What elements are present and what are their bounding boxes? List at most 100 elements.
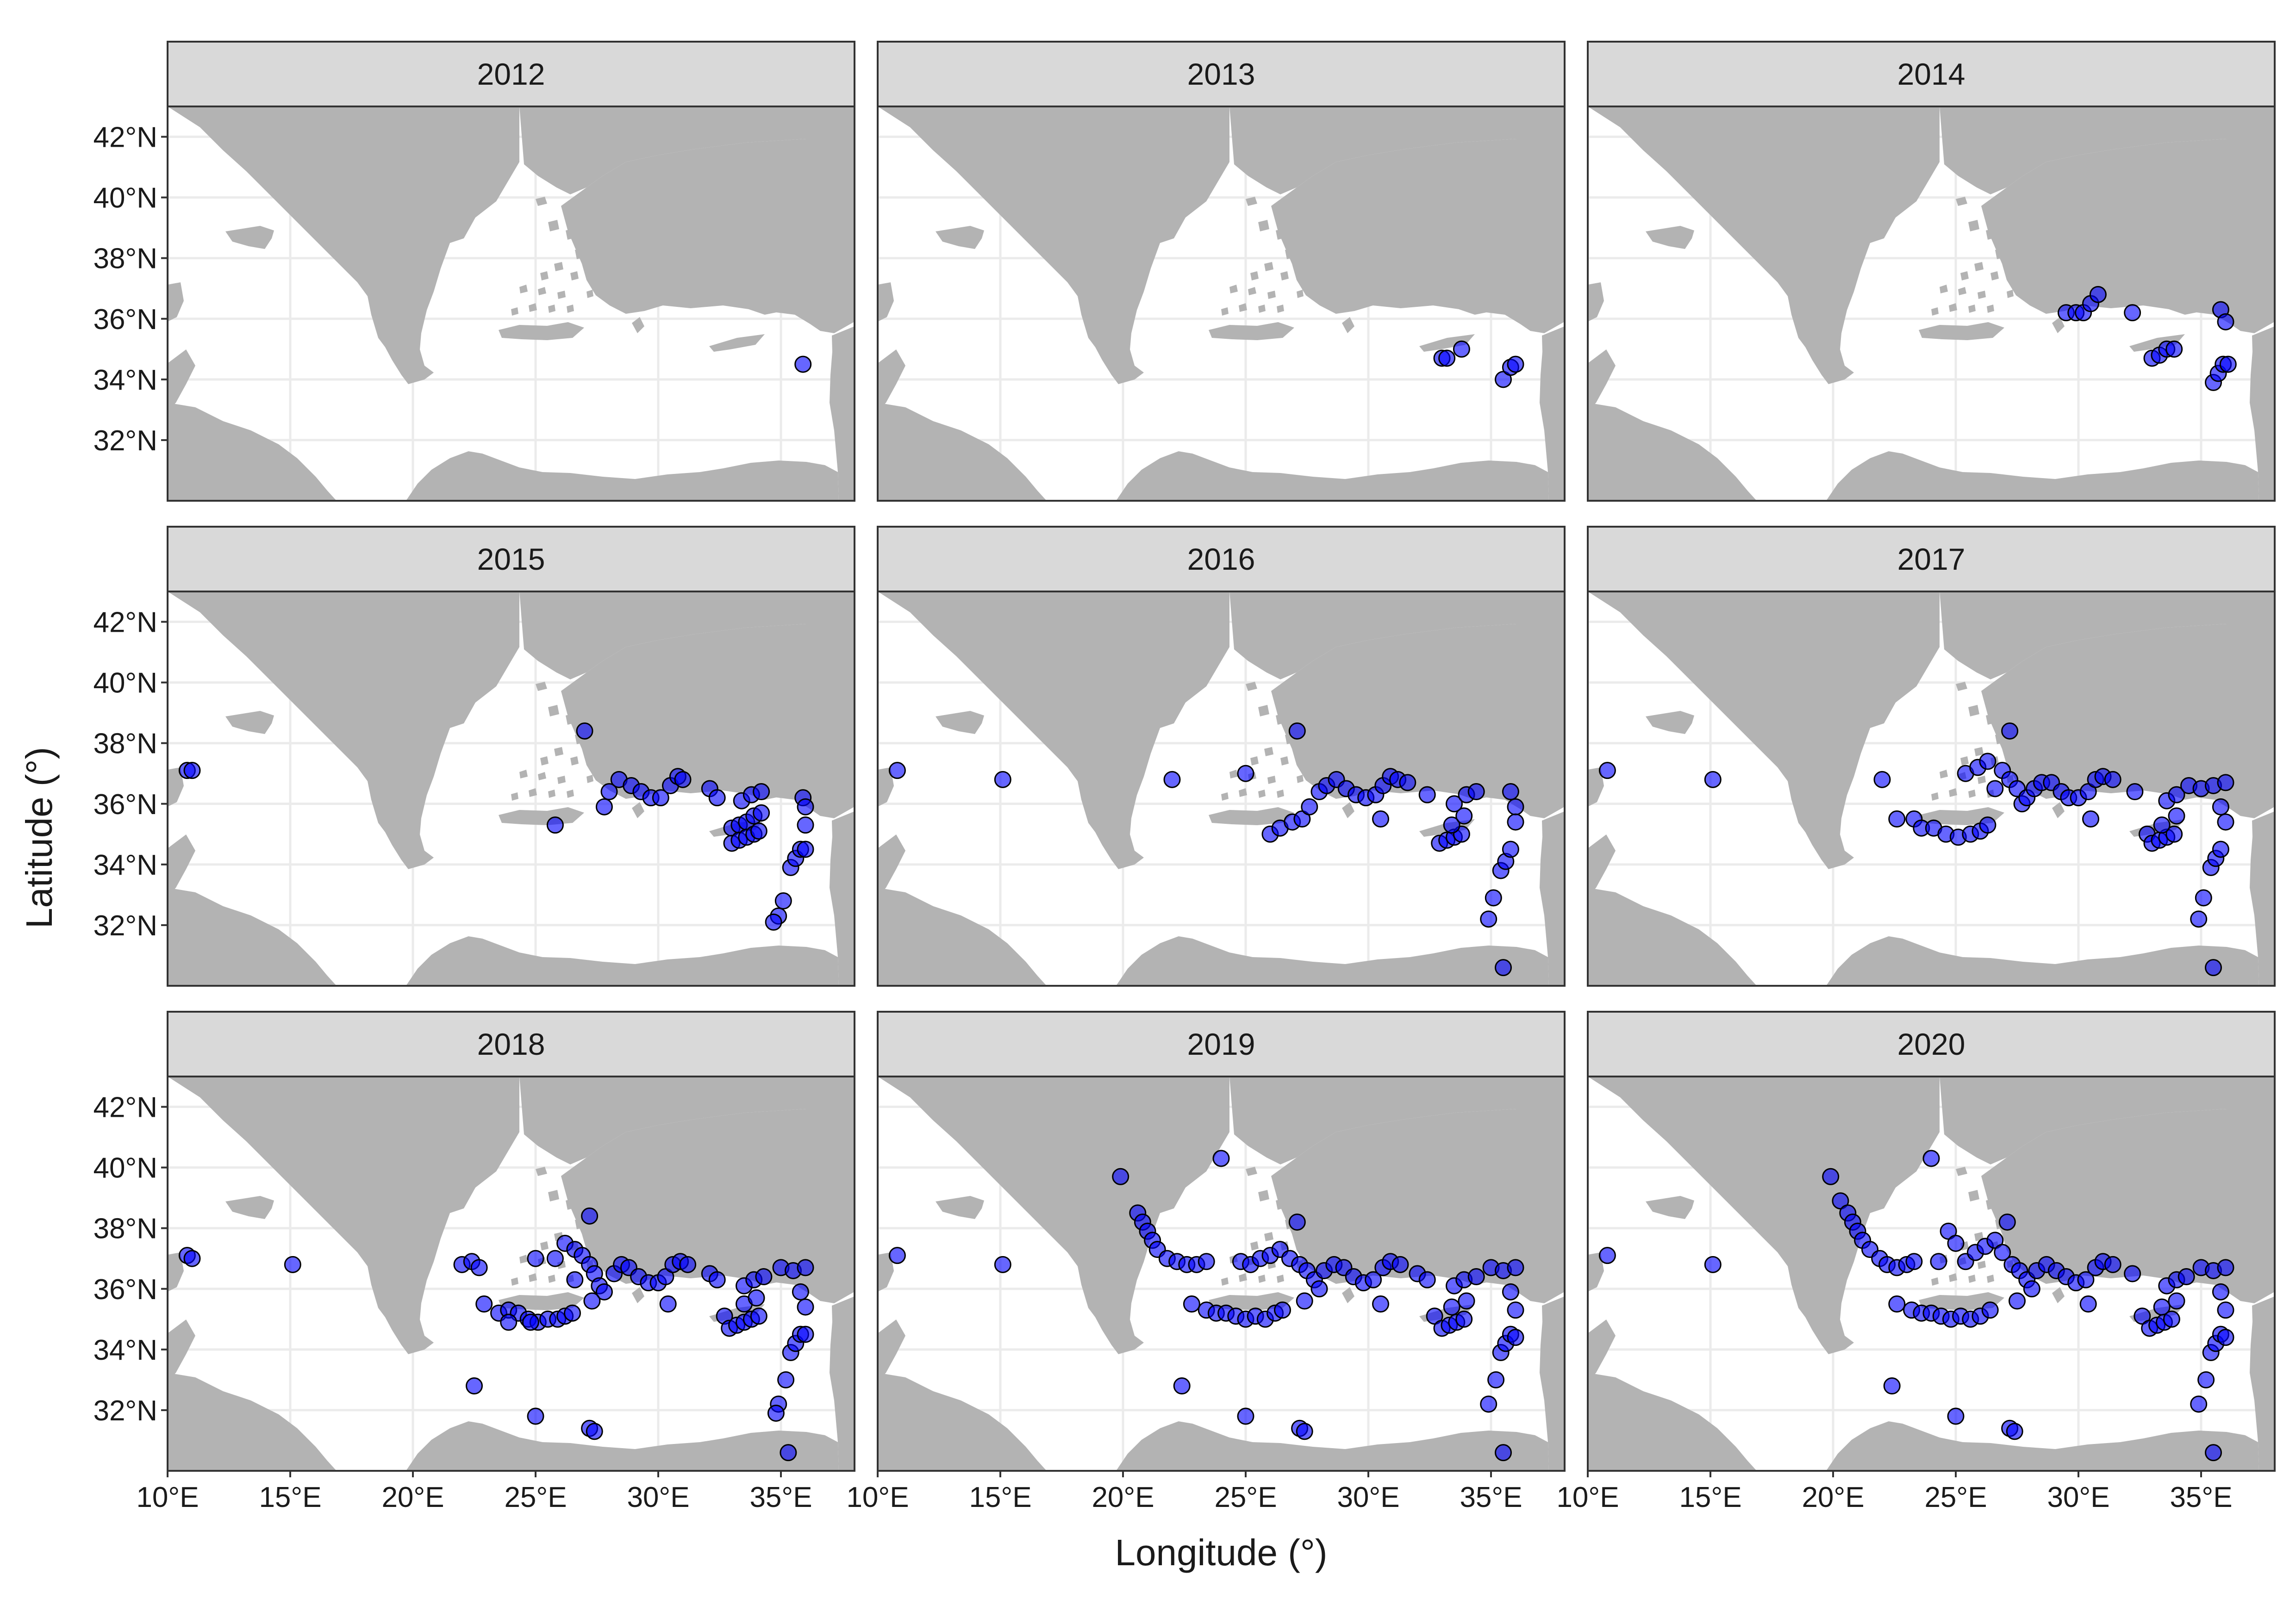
- x-tick-label: 20°E: [1092, 1481, 1154, 1513]
- y-tick-label: 40°N: [93, 667, 157, 699]
- data-point: [1399, 774, 1416, 791]
- data-point: [1365, 1271, 1382, 1288]
- data-point: [1994, 1244, 2011, 1261]
- facet-strip-label: 2016: [1187, 542, 1255, 576]
- data-point: [1418, 786, 1436, 803]
- facet-strip: [877, 1011, 1566, 1077]
- data-point: [1986, 780, 2004, 797]
- data-point: [586, 1423, 603, 1440]
- data-point: [755, 1268, 773, 1286]
- data-point: [527, 1407, 544, 1425]
- data-point: [595, 798, 613, 815]
- data-point: [1288, 722, 1306, 740]
- data-point: [1372, 1295, 1389, 1313]
- data-point: [797, 840, 814, 858]
- data-point: [2079, 1295, 2097, 1313]
- data-point: [1237, 765, 1254, 782]
- data-point: [2006, 1423, 2023, 1440]
- x-tick-label: 10°E: [1556, 1481, 1619, 1513]
- y-axis-title: Latitude (°): [19, 747, 60, 928]
- facet-strip-label: 2014: [1897, 57, 1965, 91]
- panel-border: [1587, 106, 2276, 502]
- data-point: [1274, 1301, 1291, 1319]
- x-tick-label: 35°E: [1460, 1481, 1522, 1513]
- data-point: [1947, 1234, 1965, 1252]
- data-point: [2217, 1259, 2234, 1276]
- data-point: [2163, 1310, 2180, 1328]
- data-point: [500, 1313, 518, 1331]
- data-point: [2001, 722, 2019, 740]
- x-tick-label: 30°E: [1337, 1481, 1399, 1513]
- data-point: [1112, 1168, 1129, 1185]
- data-point: [708, 1271, 726, 1288]
- facet-strip-label: 2020: [1897, 1027, 1965, 1061]
- map-panel: [167, 106, 855, 502]
- data-point: [475, 1295, 493, 1313]
- facet-panel-2012: 2012: [167, 41, 855, 502]
- facet-panel-2020: 2020: [1587, 1011, 2276, 1472]
- data-point: [2212, 798, 2229, 815]
- y-tick-label: 42°N: [93, 607, 157, 639]
- data-point: [600, 783, 618, 801]
- data-point: [2212, 840, 2229, 858]
- data-point: [1487, 1371, 1505, 1388]
- y-tick-label: 38°N: [93, 1213, 157, 1245]
- x-tick-label: 15°E: [969, 1481, 1031, 1513]
- data-point: [1391, 1256, 1409, 1273]
- x-tick-label: 15°E: [259, 1481, 321, 1513]
- data-point: [546, 1250, 564, 1267]
- y-tick-label: 38°N: [93, 728, 157, 760]
- data-point: [1212, 1150, 1230, 1167]
- data-point: [1507, 798, 1524, 815]
- facet-panel-2018: 2018: [167, 1011, 855, 1472]
- data-point: [1704, 771, 1722, 788]
- data-point: [1922, 1150, 1940, 1167]
- map-panel: [1587, 106, 2276, 502]
- data-point: [1998, 1214, 2016, 1231]
- facet-strip: [1587, 1011, 2276, 1077]
- data-point: [1288, 1214, 1306, 1231]
- data-point: [2168, 807, 2185, 825]
- data-point: [2104, 771, 2121, 788]
- data-point: [2212, 1283, 2229, 1301]
- y-tick-label: 42°N: [93, 122, 157, 154]
- panel-border: [167, 106, 855, 502]
- x-tick-label: 15°E: [1679, 1481, 1741, 1513]
- x-tick-label: 20°E: [1802, 1481, 1864, 1513]
- data-point: [2124, 1265, 2141, 1282]
- facet-strip: [167, 1011, 855, 1077]
- panel-border: [1587, 591, 2276, 987]
- map-panel: [1587, 591, 2276, 987]
- data-point: [564, 1304, 581, 1322]
- panel-border: [167, 591, 855, 987]
- y-tick-label: 34°N: [93, 1334, 157, 1366]
- data-point: [1947, 1407, 1965, 1425]
- facet-strip-label: 2015: [477, 542, 545, 576]
- data-point: [1438, 349, 1456, 367]
- data-point: [581, 1207, 599, 1225]
- data-point: [1888, 1295, 1906, 1313]
- data-point: [1507, 1301, 1524, 1319]
- data-point: [1310, 1280, 1328, 1298]
- data-point: [2165, 340, 2183, 358]
- data-point: [2023, 1280, 2040, 1298]
- data-point: [1495, 959, 1512, 977]
- facet-panel-2013: 2013: [877, 41, 1566, 502]
- data-point: [2165, 825, 2183, 843]
- x-tick-label: 10°E: [136, 1481, 199, 1513]
- data-point: [183, 1250, 201, 1267]
- facet-strip-label: 2019: [1187, 1027, 1255, 1061]
- y-tick-label: 38°N: [93, 243, 157, 275]
- map-panel: [1587, 1076, 2276, 1472]
- data-point: [1446, 795, 1463, 813]
- data-point: [994, 771, 1011, 788]
- facet-panel-2016: 2016: [877, 526, 1566, 987]
- data-point: [466, 1377, 483, 1394]
- data-point: [797, 816, 814, 834]
- data-point: [1443, 1298, 1460, 1316]
- data-point: [1873, 771, 1891, 788]
- facet-panel-2014: 2014: [1587, 41, 2276, 502]
- data-point: [470, 1259, 488, 1276]
- data-point: [797, 1259, 814, 1276]
